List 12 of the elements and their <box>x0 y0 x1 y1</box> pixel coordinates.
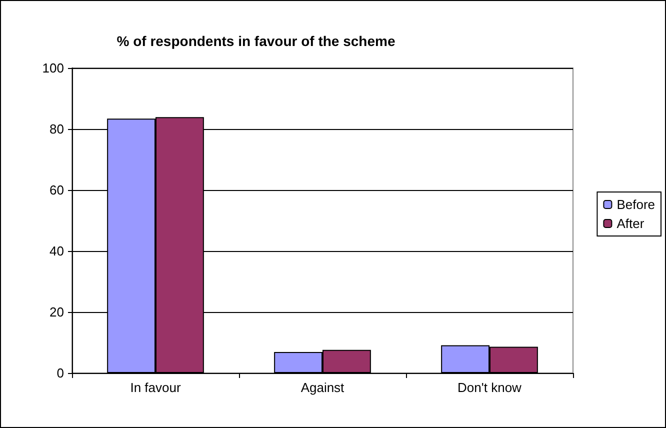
x-tick-label: Against <box>300 380 345 395</box>
y-tick-label: 80 <box>50 122 64 136</box>
y-tick-label: 40 <box>50 244 64 258</box>
chart-title: % of respondents in favour of the scheme <box>116 33 396 49</box>
x-tick-label: In favour <box>130 380 182 395</box>
y-tick-label: 0 <box>56 366 64 380</box>
y-tick-label: 100 <box>42 60 64 76</box>
legend-label: Before <box>616 197 656 212</box>
y-tick-label: 20 <box>50 304 64 320</box>
legend-label: After <box>616 216 645 231</box>
y-tick-label: 60 <box>50 182 64 198</box>
x-tick-label: Don't know <box>458 380 522 395</box>
